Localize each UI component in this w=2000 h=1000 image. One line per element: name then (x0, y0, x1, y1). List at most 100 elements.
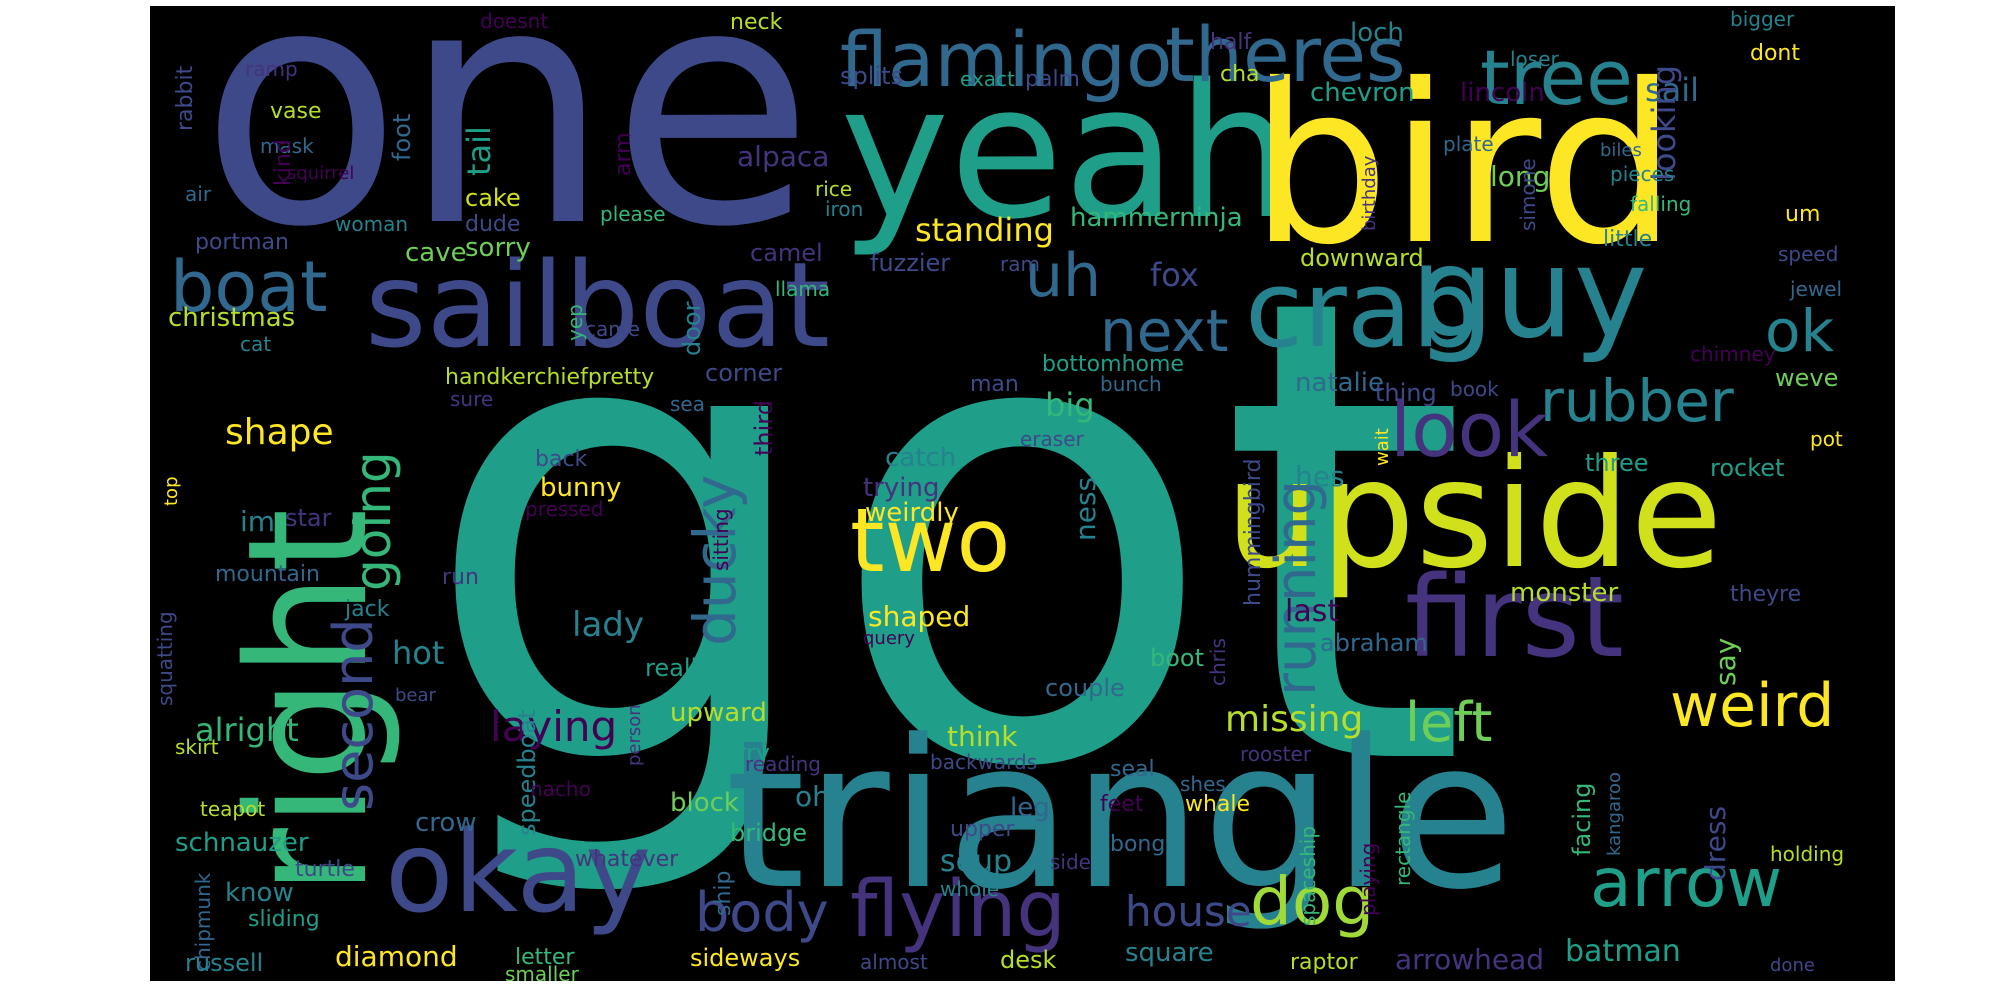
word-lincoln: lincoln (1460, 78, 1545, 108)
word-rooster: rooster (1240, 742, 1312, 766)
word-palm: palm (1025, 67, 1080, 92)
word-house: house (1125, 887, 1252, 936)
word-teapot: teapot (200, 797, 265, 821)
word-theres: theres (1165, 10, 1406, 99)
word-nacho: nacho (530, 777, 591, 801)
word-hummingbird: hummingbird (1241, 459, 1266, 606)
word-holding: holding (1770, 842, 1844, 866)
word-okay: okay (385, 808, 651, 938)
word-say: say (1709, 638, 1742, 686)
word-corner: corner (705, 359, 782, 387)
word-bird: bird (1250, 37, 1677, 293)
word-bong: bong (1110, 832, 1165, 857)
word-first: first (1405, 553, 1624, 683)
word-reading: reading (745, 752, 821, 776)
word-raptor: raptor (1290, 950, 1359, 975)
word-downward: downward (1300, 244, 1424, 272)
word-man: man (970, 372, 1019, 397)
word-monster: monster (1510, 578, 1618, 608)
word-arrow: arrow (1590, 844, 1782, 923)
word-hes: hes (1295, 460, 1345, 493)
word-left: left (1405, 691, 1492, 754)
word-larry: larry (715, 739, 770, 767)
word-really: really (645, 654, 711, 682)
word-sea: sea (670, 392, 705, 416)
word-done: done (1770, 955, 1815, 976)
word-ramp: ramp (245, 57, 298, 81)
word-pressed: pressed (525, 497, 604, 521)
word-dont: dont (1750, 41, 1800, 66)
word-plate: plate (1443, 132, 1494, 156)
word-squatting: squatting (153, 611, 177, 706)
word-little: little (1603, 227, 1652, 252)
word-shes: shes (1180, 772, 1226, 796)
word-jack: jack (344, 597, 390, 622)
word-thing: thing (1375, 379, 1437, 407)
word-splits: splits (840, 62, 903, 90)
word-abraham: abraham (1320, 629, 1428, 657)
word-kangaroo: kangaroo (1604, 772, 1625, 856)
word-cha: cha (1220, 62, 1260, 87)
word-whatever: whatever (575, 847, 679, 872)
word-um: um (1785, 202, 1820, 227)
word-russell: russell (185, 949, 263, 977)
word-bridge: bridge (730, 819, 807, 847)
word-laying: laying (490, 702, 617, 751)
word-last: last (1285, 594, 1339, 629)
word-arrowhead: arrowhead (1395, 943, 1544, 976)
word-handkerchiefpretty: handkerchiefpretty (445, 365, 654, 390)
word-boot: boot (1150, 644, 1204, 672)
word-doesnt: doesnt (480, 9, 548, 33)
word-dog: dog (1250, 863, 1374, 940)
word-hot: hot (392, 634, 444, 672)
word-boat: boat (170, 246, 328, 328)
word-fox: fox (1150, 256, 1199, 294)
word-turtle: turtle (295, 857, 355, 882)
word-spaceship: spaceship (1296, 826, 1320, 926)
word-three: three (1585, 449, 1649, 477)
word-kind: kind (271, 139, 296, 186)
word-person: person (624, 704, 645, 766)
word-wait: wait (1372, 428, 1393, 466)
word-bear: bear (395, 685, 437, 706)
word-second: second (322, 618, 385, 811)
word-book: book (1450, 377, 1499, 401)
word-sailboat: sailboat (365, 236, 830, 374)
word-christmas: christmas (168, 303, 295, 333)
word-sitting: sitting (709, 508, 733, 571)
word-tree: tree (1480, 33, 1633, 122)
word-air: air (185, 182, 212, 206)
word-third: third (750, 400, 778, 456)
word-ok: ok (1765, 297, 1834, 365)
word-door: door (678, 301, 706, 356)
word-diamond: diamond (335, 940, 458, 973)
word-chimney: chimney (1690, 342, 1776, 366)
word-sure: sure (450, 387, 493, 411)
word-rabbit: rabbit (173, 65, 198, 131)
word-next: next (1100, 297, 1229, 365)
word-portman: portman (195, 230, 289, 255)
word-couple: couple (1045, 674, 1125, 702)
word-long: long (1490, 160, 1550, 193)
word-pieces: pieces (1610, 162, 1674, 186)
word-llama: llama (775, 277, 830, 301)
word-facing: facing (1568, 783, 1596, 856)
word-whale: whale (1185, 792, 1250, 817)
word-uh: uh (1025, 241, 1101, 311)
word-back: back (535, 447, 588, 472)
word-star: star (285, 504, 332, 532)
word-look: look (1390, 385, 1548, 474)
word-think: think (947, 720, 1018, 753)
word-exact: exact (960, 67, 1015, 91)
word-alright: alright (195, 711, 299, 749)
word-please: please (600, 202, 666, 226)
word-simone: simone (1516, 158, 1540, 231)
word-chris: chris (1206, 638, 1230, 686)
word-ducky: ducky (681, 475, 749, 646)
word-eraser: eraser (1020, 427, 1085, 451)
word-rubber: rubber (1540, 367, 1734, 435)
word-neck: neck (730, 10, 783, 35)
word-natalie: natalie (1295, 368, 1384, 398)
word-rectangle: rectangle (1391, 792, 1415, 886)
word-upside: upside (1225, 428, 1723, 602)
